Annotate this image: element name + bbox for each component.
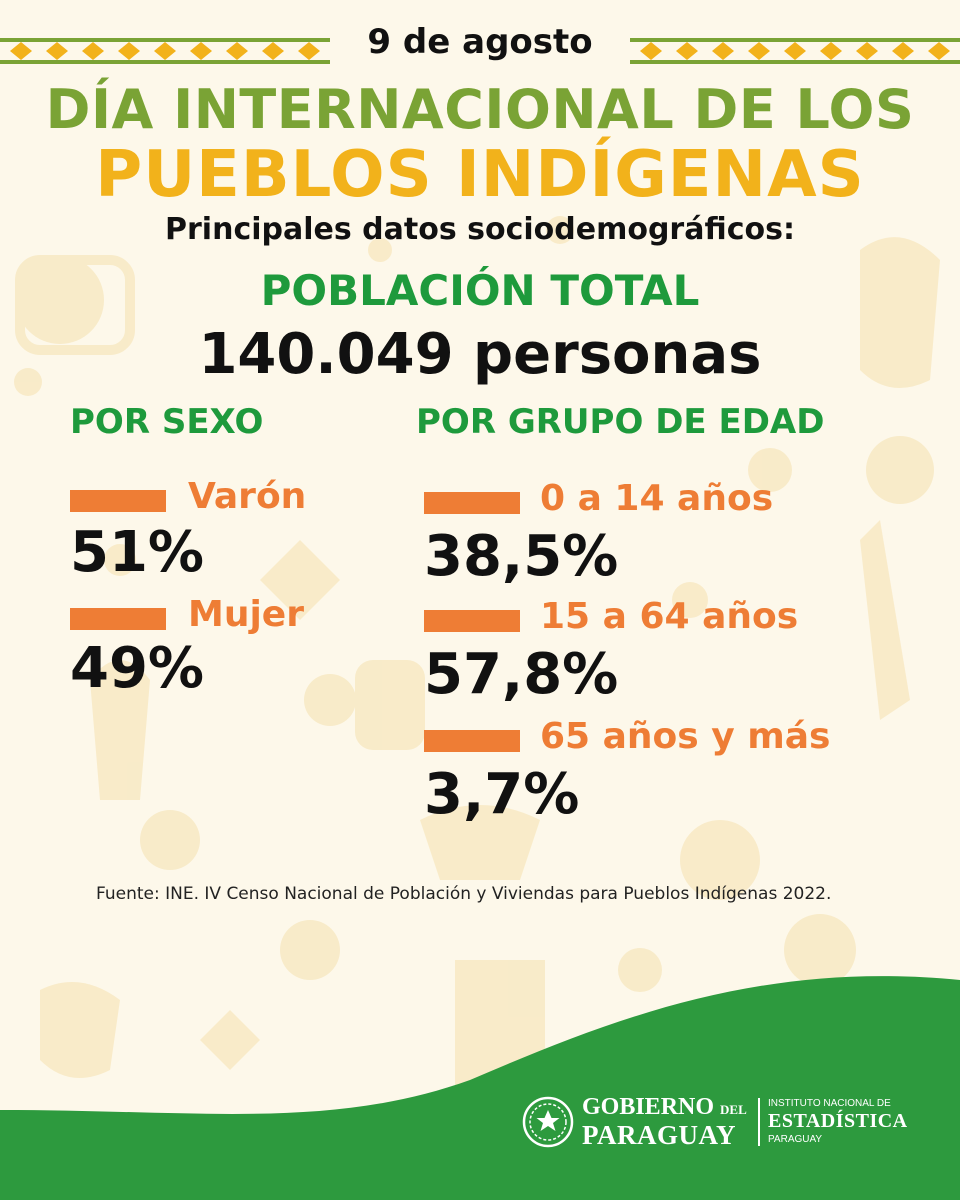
- footer-wave: [0, 976, 960, 1200]
- age-value-65-plus: 3,7%: [424, 762, 580, 827]
- title-line-1: DÍA INTERNACIONAL DE LOS: [45, 78, 915, 141]
- sex-label-female: Mujer: [188, 594, 304, 635]
- population-label: POBLACIÓN TOTAL: [260, 266, 700, 315]
- right-decorative-band: [630, 38, 960, 64]
- date-label: 9 de agosto: [367, 22, 593, 62]
- paraguay-seal-icon: [522, 1096, 574, 1148]
- age-label-0-14: 0 a 14 años: [540, 478, 774, 519]
- source-note: Fuente: INE. IV Censo Nacional de Poblac…: [96, 884, 832, 904]
- age-value-0-14: 38,5%: [424, 524, 619, 589]
- ine-line-2: ESTADÍSTICA: [768, 1110, 908, 1132]
- title-line-2: PUEBLOS INDÍGENAS: [95, 138, 865, 212]
- age-label-15-64: 15 a 64 años: [540, 596, 799, 637]
- left-decorative-band: [0, 38, 330, 64]
- sex-value-female: 49%: [70, 636, 205, 701]
- logo-divider: [758, 1098, 760, 1146]
- footer-logos: GOBIERNO DEL PARAGUAY INSTITUTO NACIONAL…: [522, 1094, 922, 1154]
- age-bar-15-64: [424, 610, 520, 632]
- ine-line-1: INSTITUTO NACIONAL DE: [768, 1098, 891, 1109]
- gov-gobierno: GOBIERNO: [582, 1094, 715, 1120]
- sex-value-male: 51%: [70, 520, 205, 585]
- age-value-15-64: 57,8%: [424, 642, 619, 707]
- age-bar-65-plus: [424, 730, 520, 752]
- age-label-65-plus: 65 años y más: [540, 716, 831, 757]
- ine-line-3: PARAGUAY: [768, 1134, 823, 1145]
- sex-bar-male: [70, 490, 166, 512]
- gov-del: DEL: [720, 1102, 747, 1117]
- population-value: 140.049 personas: [198, 322, 762, 387]
- gov-name-line-2: PARAGUAY: [582, 1120, 737, 1150]
- age-bar-0-14: [424, 492, 520, 514]
- sex-bar-female: [70, 608, 166, 630]
- subtitle: Principales datos sociodemográficos:: [165, 212, 795, 247]
- gov-name-line-1: GOBIERNO DEL: [582, 1094, 747, 1121]
- sex-label-male: Varón: [188, 476, 307, 517]
- by-sex-heading: POR SEXO: [70, 402, 264, 442]
- by-age-heading: POR GRUPO DE EDAD: [416, 402, 825, 442]
